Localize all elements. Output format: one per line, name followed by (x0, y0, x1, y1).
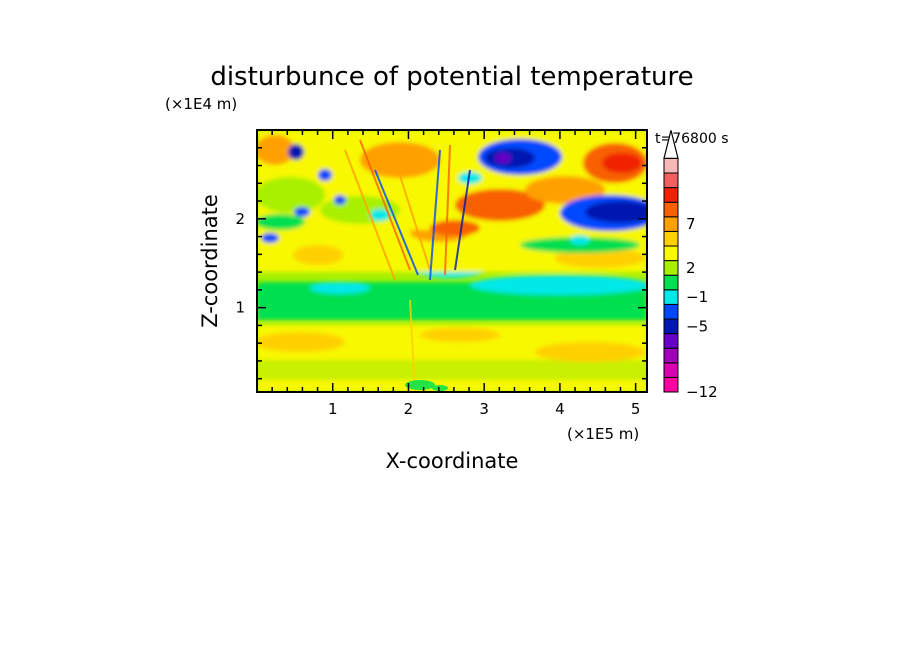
colorbar-level (663, 318, 679, 335)
streak (429, 149, 441, 281)
colorbar-level (663, 376, 679, 393)
colorbar-tick-label: −12 (686, 383, 718, 401)
heatmap-field (257, 130, 647, 392)
region-lower-warm-left (257, 332, 345, 352)
region-upper-orange-mid (525, 176, 605, 204)
colorbar: 7 2 −1 −5 −12 (663, 130, 718, 401)
region-lower-warm-mid (420, 328, 500, 342)
region-upper-lime-left (257, 177, 325, 213)
streak (454, 169, 471, 271)
colorbar-level (663, 289, 679, 305)
region-cold-left-a (288, 144, 304, 160)
streak (394, 159, 431, 271)
colorbar-level (663, 187, 679, 203)
y-axis-title: Z-coordinate (198, 194, 222, 328)
x-tick-label: 2 (404, 400, 414, 418)
x-tick-label: 3 (479, 400, 489, 418)
region-upper-green-left (257, 214, 305, 230)
colorbar-level (663, 172, 679, 189)
colorbar-level (663, 230, 679, 247)
x-scale-label: (×1E5 m) (567, 425, 639, 443)
plot-frame (256, 129, 648, 393)
colorbar-tick-label: 2 (686, 259, 696, 277)
region-cold-left-d (334, 195, 346, 205)
colorbar-level (663, 303, 679, 320)
colorbar-extension-arrow (663, 130, 679, 159)
y-tick-label: 2 (235, 210, 245, 228)
surface-features (405, 380, 448, 391)
region-lower-lime (257, 360, 647, 380)
streak (444, 144, 451, 276)
region-upper-warm-center (455, 189, 545, 221)
x-axis-title: X-coordinate (386, 449, 519, 473)
x-axis: 1 2 3 4 5 (271, 130, 641, 418)
colorbar-level (663, 347, 679, 364)
region-mid-orange-right (555, 248, 645, 268)
region-cyan-upper-c (570, 235, 590, 245)
colorbar-level (663, 157, 679, 174)
colorbar-level (663, 245, 679, 262)
colorbar-level (663, 216, 679, 232)
region-warm-upper-right-core (602, 153, 642, 173)
colorbar-tick-label: −1 (686, 288, 708, 306)
region-cold-left-c (294, 207, 310, 217)
region-cold-left-b (318, 169, 332, 181)
region-cold-right-core (585, 201, 647, 223)
streak (409, 299, 416, 392)
streak (359, 139, 411, 271)
x-tick-label: 1 (328, 400, 338, 418)
region-surface-green-a (405, 380, 435, 390)
region-cold-left-e (261, 233, 279, 243)
region-surface-green-b (432, 385, 448, 391)
colorbar-level (663, 201, 679, 218)
region-upper-orange-top (360, 142, 440, 178)
y-scale-label: (×1E4 m) (165, 95, 237, 113)
time-label: t=76800 s (655, 131, 729, 147)
colorbar-level (663, 260, 679, 276)
x-tick-label: 4 (555, 400, 565, 418)
colorbar-level (663, 362, 679, 378)
region-upper-orange-center (430, 220, 480, 236)
region-cyan-left (310, 282, 370, 294)
region-cold-top-minimum (495, 153, 511, 163)
streak (374, 169, 419, 276)
colorbar-tick-label: −5 (686, 317, 708, 335)
chart-title: disturbunce of potential temperature (210, 62, 693, 92)
region-lower-warm-right (535, 342, 645, 362)
streak (344, 149, 396, 281)
region-cyan-upper-a (370, 209, 390, 221)
wave-streaks (344, 139, 471, 392)
region-upper-orange-left (257, 135, 295, 165)
colorbar-tick-label: 7 (686, 215, 696, 233)
x-tick-label: 5 (631, 400, 641, 418)
y-tick-label: 1 (235, 299, 245, 317)
region-cyan-band (470, 275, 647, 295)
region-mid-orange-left (293, 245, 343, 265)
colorbar-level (663, 333, 679, 349)
colorbar-level (663, 274, 679, 291)
region-cyan-upper-b (458, 172, 482, 184)
y-axis: 12 (235, 147, 647, 380)
